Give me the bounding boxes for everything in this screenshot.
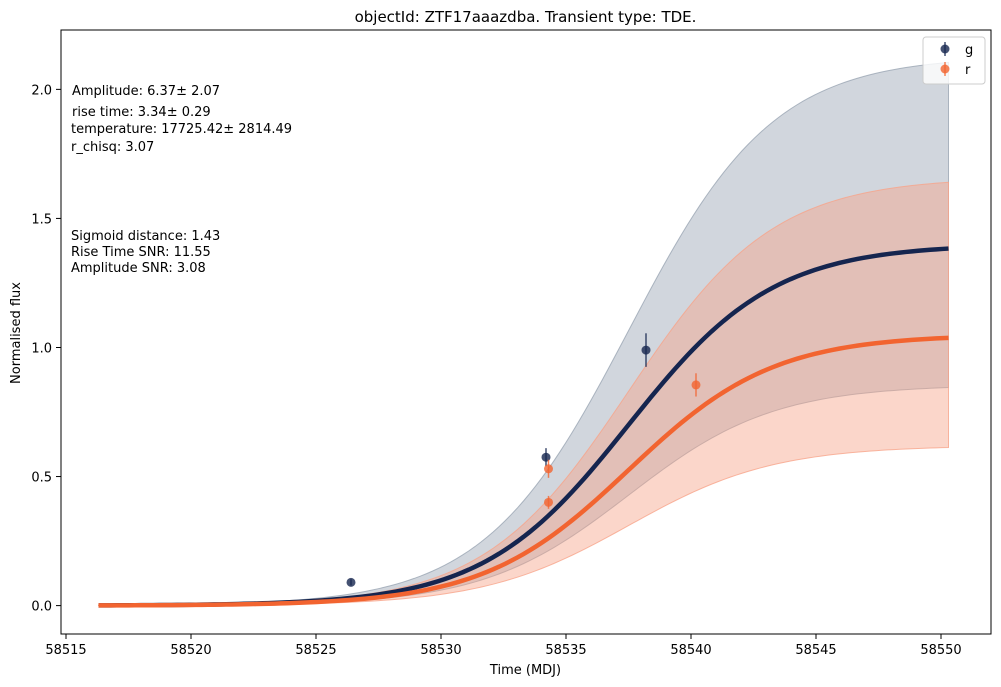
data-point-r-0: [544, 459, 553, 478]
annotation-amplitude: Amplitude: 6.37± 2.07: [72, 84, 220, 99]
annotation-sigmoid-distance: Sigmoid distance: 1.43: [71, 229, 220, 244]
y-tick-label: 0.0: [31, 600, 52, 615]
chart-title: objectId: ZTF17aaazdba. Transient type: …: [355, 8, 697, 26]
annotation-rise-time-snr: Rise Time SNR: 11.55: [71, 245, 211, 260]
data-point-g-1: [541, 448, 551, 467]
legend-label-g: g: [965, 43, 973, 58]
x-tick-label: 58515: [45, 643, 86, 658]
x-axis: 58515 58520 58525 58530 58535 58540 58545 58550: [45, 634, 962, 658]
annotation-amplitude-snr: Amplitude SNR: 3.08: [71, 261, 206, 276]
x-tick-label: 58530: [420, 643, 461, 658]
legend-label-r: r: [965, 63, 971, 78]
y-tick-label: 2.0: [31, 83, 52, 98]
data-point-g-0: [346, 577, 356, 587]
legend-entry-r: r: [940, 62, 971, 78]
y-axis: 0.0 0.5 1.0 1.5 2.0: [31, 83, 61, 615]
x-tick-label: 58550: [920, 643, 961, 658]
annotation-temperature: temperature: 17725.42± 2814.49: [71, 122, 292, 137]
legend-entry-g: g: [940, 42, 973, 58]
data-point-r-1: [544, 495, 553, 509]
annotation-rise-time: rise time: 3.34± 0.29: [72, 105, 211, 120]
x-tick-label: 58540: [670, 643, 711, 658]
model-line-r: [98, 335, 949, 608]
legend: gr: [922, 36, 986, 85]
x-tick-label: 58520: [170, 643, 211, 658]
y-tick-label: 0.5: [31, 471, 52, 486]
legend-box: [922, 36, 986, 85]
model-lines: [98, 246, 949, 608]
data-point-g-2: [641, 333, 651, 367]
x-tick-label: 58525: [295, 643, 336, 658]
data-points: [346, 333, 701, 587]
y-tick-label: 1.0: [31, 341, 52, 356]
plot-area: [98, 61, 949, 608]
x-tick-label: 58535: [545, 643, 586, 658]
fit-annotations: Amplitude: 6.37± 2.07 rise time: 3.34± 0…: [71, 84, 292, 276]
plot-frame: [60, 29, 992, 635]
y-tick-label: 1.5: [31, 212, 52, 227]
data-point-r-2: [691, 373, 701, 397]
annotation-r-chisq: r_chisq: 3.07: [71, 140, 154, 155]
y-axis-label: Normalised flux: [9, 282, 24, 384]
x-tick-label: 58545: [795, 643, 836, 658]
x-axis-label: Time (MDJ): [489, 663, 561, 678]
